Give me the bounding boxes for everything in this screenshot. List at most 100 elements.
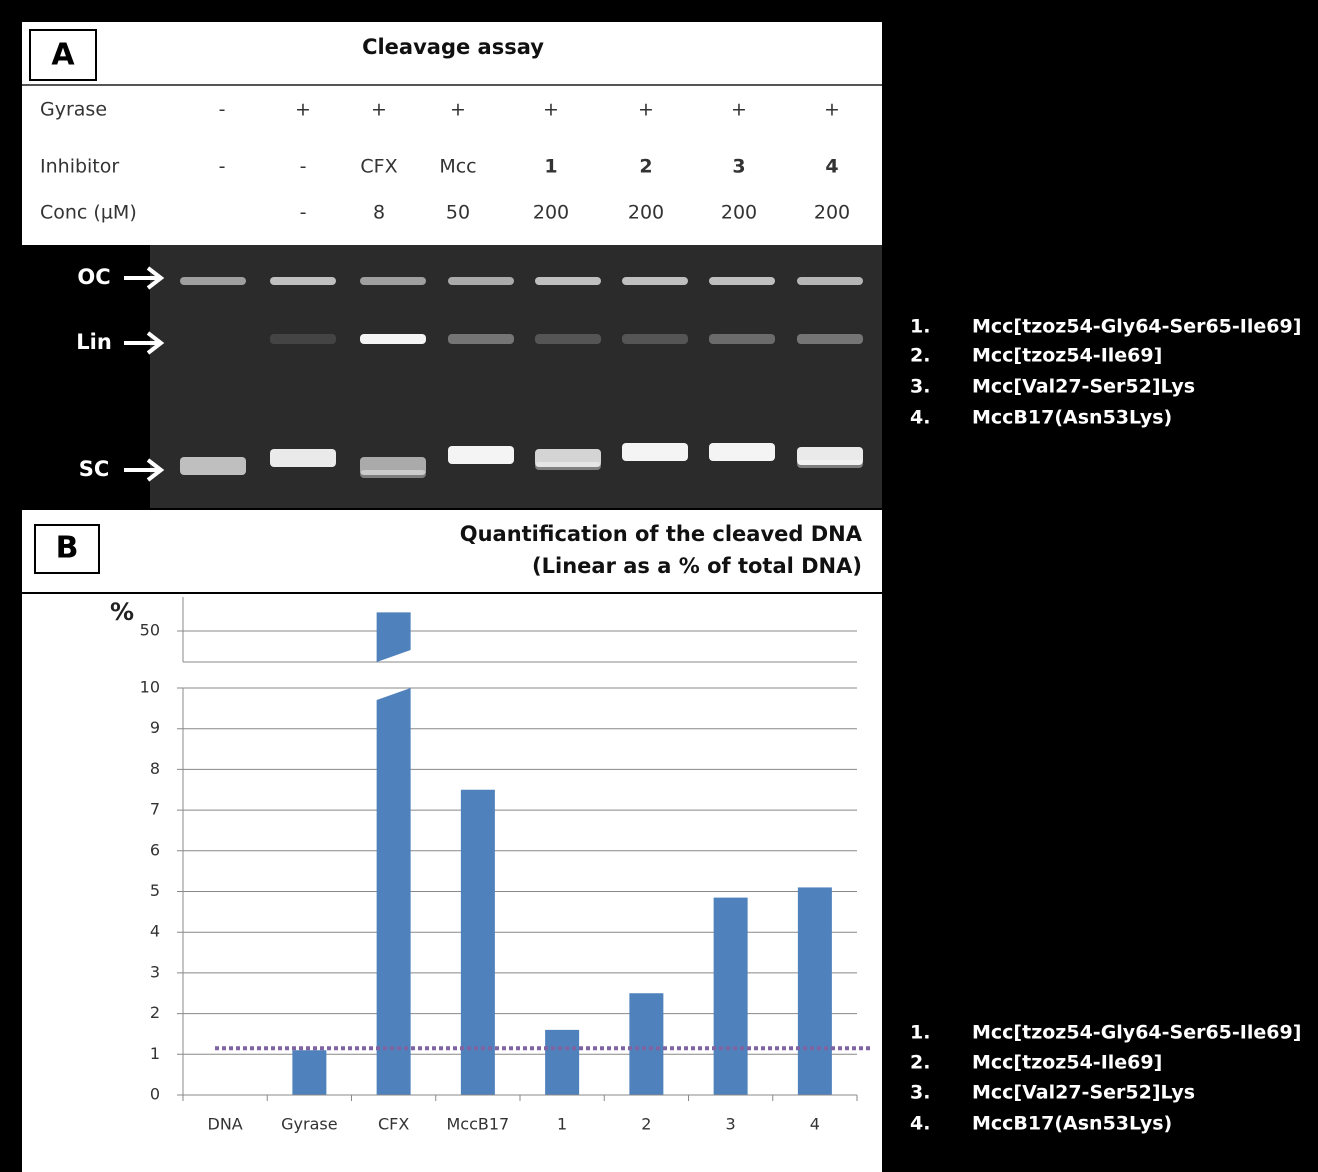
panel-a-header xyxy=(22,22,882,245)
table-cell: 200 xyxy=(721,202,757,224)
gel-band xyxy=(535,449,601,467)
table-cell: + xyxy=(731,99,747,121)
table-cell: + xyxy=(824,99,840,121)
table-cell: + xyxy=(543,99,559,121)
label-box xyxy=(34,524,100,574)
y-axis-label: % xyxy=(110,598,134,626)
legend-number: 4. xyxy=(910,407,930,429)
bar xyxy=(460,789,495,1095)
gel-band xyxy=(622,277,688,285)
table-cell: - xyxy=(300,156,307,178)
gel-band xyxy=(180,457,246,475)
table-cell: Mcc xyxy=(439,156,476,178)
table-cell: 50 xyxy=(446,202,470,224)
legend-number: 1. xyxy=(910,1022,930,1044)
x-tick-label: 2 xyxy=(641,1115,651,1134)
table-cell: 8 xyxy=(373,202,385,224)
table-cell: + xyxy=(450,99,466,121)
x-tick-label: 3 xyxy=(726,1115,736,1134)
y-tick-label: 50 xyxy=(140,621,160,640)
gel-band xyxy=(360,334,426,344)
legend-number: 3. xyxy=(910,376,930,398)
x-tick-label: Gyrase xyxy=(281,1115,337,1134)
label-box xyxy=(29,29,97,81)
table-cell: 2 xyxy=(639,156,652,178)
bar xyxy=(545,1029,580,1095)
table-cell: CFX xyxy=(360,156,397,178)
gel-band xyxy=(797,334,863,344)
legend-name: MccB17(Asn53Lys) xyxy=(972,1113,1172,1135)
gel-bands xyxy=(180,277,863,478)
table-cell: 1 xyxy=(544,156,557,178)
bar xyxy=(797,887,832,1095)
table-cell: 200 xyxy=(533,202,569,224)
legend-number: 3. xyxy=(910,1082,930,1104)
bar xyxy=(292,1050,327,1095)
gel-band xyxy=(535,462,601,470)
legend-name: Mcc[Val27-Ser52]Lys xyxy=(972,1082,1195,1104)
band-label: SC xyxy=(79,457,110,481)
gel-band xyxy=(535,277,601,285)
gel-band xyxy=(622,443,688,461)
gel-band xyxy=(448,334,514,344)
y-tick-label: 9 xyxy=(150,718,160,737)
x-tick-label: 1 xyxy=(557,1115,567,1134)
gel-band xyxy=(709,334,775,344)
gel-band xyxy=(797,447,863,465)
band-label: Lin xyxy=(76,330,112,354)
legend-number: 4. xyxy=(910,1113,930,1135)
y-tick-label: 0 xyxy=(150,1085,160,1104)
chart-title: Quantification of the cleaved DNA xyxy=(460,522,863,546)
gel-band xyxy=(180,277,246,285)
y-tick-label: 5 xyxy=(150,881,160,900)
table-cell: 200 xyxy=(628,202,664,224)
gel-band xyxy=(797,460,863,468)
gel-band xyxy=(360,277,426,285)
row-label: Gyrase xyxy=(40,99,107,121)
gel-band xyxy=(360,470,426,478)
arrow xyxy=(124,266,165,290)
table-cell: - xyxy=(219,156,226,178)
legend-name: Mcc[tzoz54-Gly64-Ser65-Ile69] xyxy=(972,316,1301,338)
x-tick-label: DNA xyxy=(208,1115,243,1134)
y-tick-label: 3 xyxy=(150,962,160,981)
x-tick-label: 4 xyxy=(810,1115,820,1134)
panel-b-header xyxy=(22,510,882,592)
y-tick-label: 8 xyxy=(150,759,160,778)
panel-label: B xyxy=(56,531,79,566)
bar xyxy=(629,993,664,1095)
gel-band xyxy=(622,334,688,344)
table-cell: - xyxy=(219,99,226,121)
y-tick-label: 4 xyxy=(150,922,160,941)
y-tick-label: 7 xyxy=(150,800,160,819)
legend-name: Mcc[tzoz54-Ile69] xyxy=(972,1052,1162,1074)
legend-number: 2. xyxy=(910,345,930,367)
x-tick-label: MccB17 xyxy=(447,1115,510,1134)
gel-band xyxy=(797,277,863,285)
gel-band xyxy=(360,457,426,475)
panel-title: Cleavage assay xyxy=(362,35,544,59)
legend-name: MccB17(Asn53Lys) xyxy=(972,407,1172,429)
row-label: Conc (µM) xyxy=(40,202,137,224)
gel-band xyxy=(270,334,336,344)
bar xyxy=(376,612,411,1095)
table-cell: + xyxy=(295,99,311,121)
table-cell: 4 xyxy=(825,156,838,178)
x-tick-label: CFX xyxy=(378,1115,409,1134)
y-tick-label: 6 xyxy=(150,840,160,859)
gel-band xyxy=(270,449,336,467)
table-cell: 200 xyxy=(814,202,850,224)
y-tick-label: 10 xyxy=(140,678,160,697)
row-label: Inhibitor xyxy=(40,156,119,178)
gel-band xyxy=(270,277,336,285)
table-cell: + xyxy=(638,99,654,121)
gel-band xyxy=(709,277,775,285)
band-label: OC xyxy=(77,265,110,289)
panel-label: A xyxy=(51,38,75,73)
gel-band xyxy=(709,443,775,461)
gel-band xyxy=(448,277,514,285)
gel-band xyxy=(448,446,514,464)
legend-name: Mcc[tzoz54-Gly64-Ser65-Ile69] xyxy=(972,1022,1301,1044)
legend-number: 1. xyxy=(910,316,930,338)
